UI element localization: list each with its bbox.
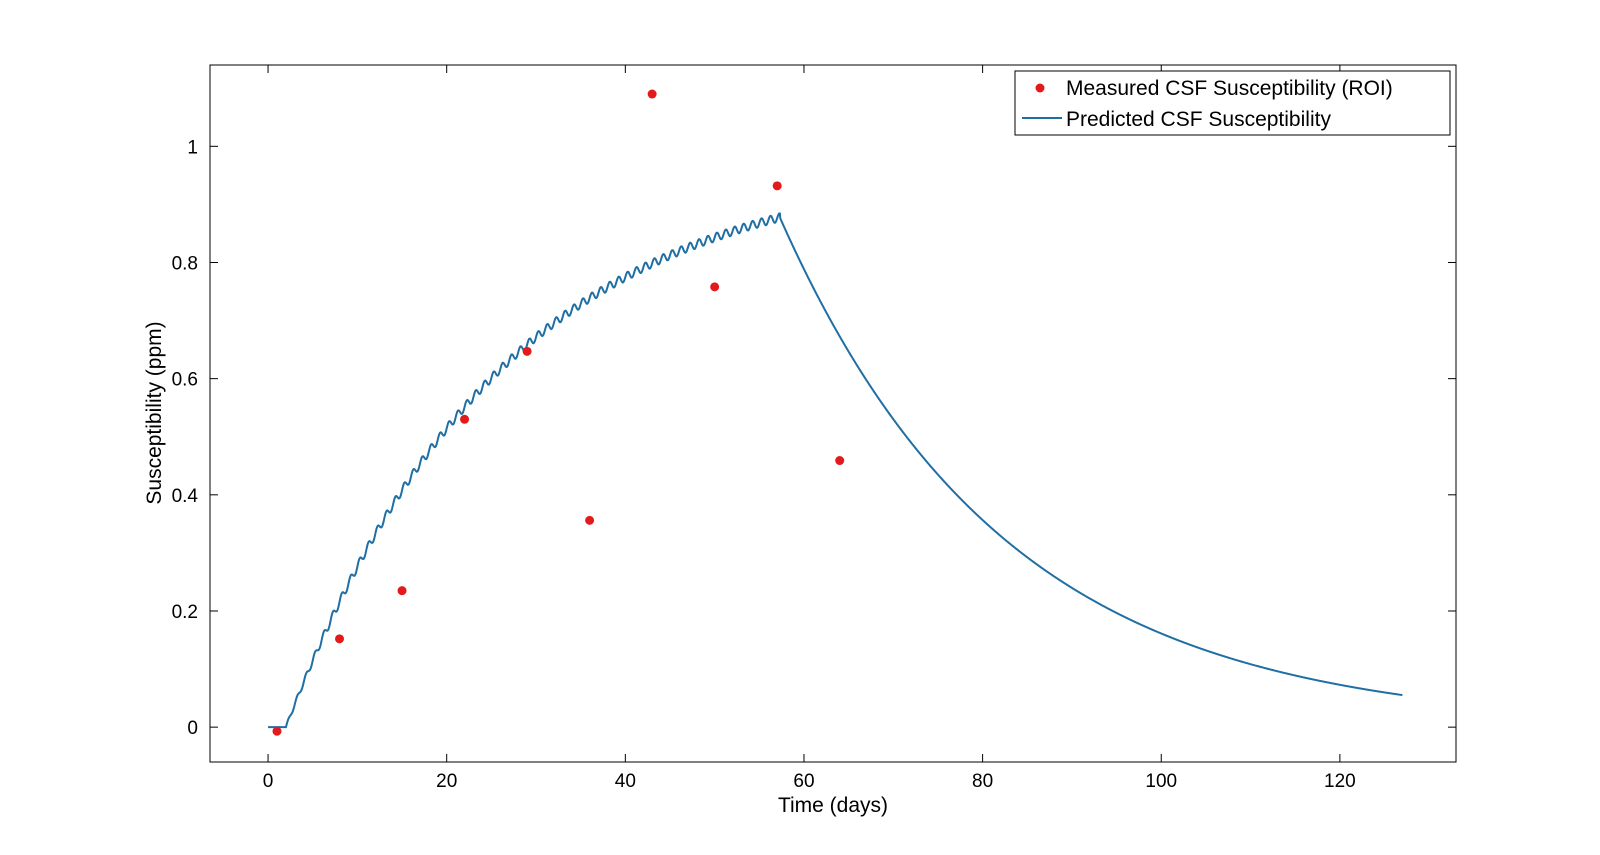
x-tick-label-1: 20 <box>436 771 457 792</box>
y-tick-label-5: 1 <box>187 137 198 158</box>
predicted-susceptibility-line <box>268 212 1403 729</box>
measured-point-4 <box>522 346 532 356</box>
measured-point-6 <box>647 89 657 99</box>
x-axis-title: Time (days) <box>778 794 888 817</box>
y-tick-label-1: 0.2 <box>172 602 198 623</box>
legend-box <box>1014 70 1451 136</box>
legend-marker-measured <box>1035 83 1045 93</box>
x-tick-label-2: 40 <box>615 771 636 792</box>
legend-label-predicted: Predicted CSF Susceptibility <box>1066 108 1331 131</box>
x-tick-label-0: 0 <box>263 771 274 792</box>
measured-point-1 <box>335 634 345 644</box>
x-tick-label-3: 60 <box>793 771 814 792</box>
measured-point-5 <box>585 515 595 525</box>
x-tick-label-6: 120 <box>1324 771 1356 792</box>
y-tick-label-2: 0.4 <box>172 486 199 507</box>
measured-point-0 <box>272 726 282 736</box>
measured-point-3 <box>460 414 470 424</box>
legend-label-measured: Measured CSF Susceptibility (ROI) <box>1066 77 1393 100</box>
axes-box <box>209 64 1457 763</box>
measured-point-7 <box>710 282 720 292</box>
tick-labels: 0 20 40 60 80 100 120 0 0.2 0.4 0.6 0.8 1 <box>172 137 1356 792</box>
y-axis-title: Susceptibility (ppm) <box>143 321 166 504</box>
measured-point-2 <box>397 586 407 596</box>
y-tick-label-0: 0 <box>187 718 198 739</box>
y-tick-label-3: 0.6 <box>172 370 198 391</box>
y-tick-label-4: 0.8 <box>172 253 198 274</box>
plot-area <box>210 65 1456 762</box>
measured-points <box>272 89 845 736</box>
measured-point-8 <box>772 181 782 191</box>
x-tick-label-4: 80 <box>972 771 993 792</box>
measured-point-9 <box>835 456 845 466</box>
legend: Measured CSF Susceptibility (ROI) Predic… <box>1014 70 1451 136</box>
x-tick-label-5: 100 <box>1145 771 1177 792</box>
